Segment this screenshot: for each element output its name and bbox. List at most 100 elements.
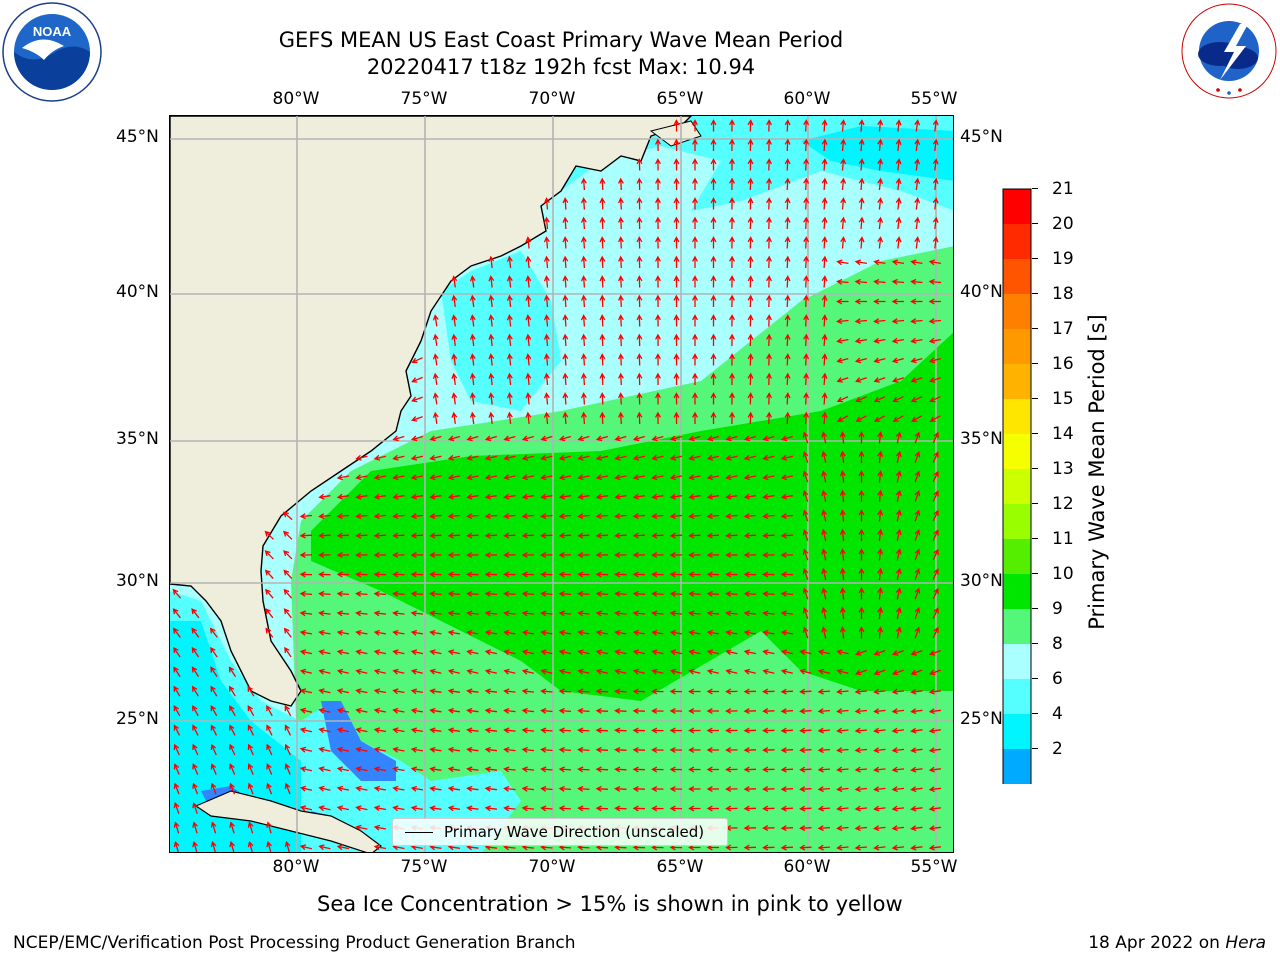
wave-arrow (747, 392, 754, 405)
wave-arrow (411, 376, 423, 383)
wave-arrow (932, 216, 939, 229)
wave-arrow (928, 786, 941, 793)
wave-arrow (932, 607, 939, 619)
wave-arrow (595, 707, 609, 714)
wave-arrow (562, 197, 569, 210)
wave-arrow (840, 216, 847, 230)
wave-arrow (632, 688, 646, 695)
wave-arrow (651, 649, 664, 656)
wave-arrow (762, 513, 775, 520)
wave-arrow (210, 782, 217, 795)
wave-arrow (895, 177, 902, 191)
wave-arrow (766, 236, 772, 249)
wave-arrow (747, 372, 754, 386)
wave-arrow (910, 727, 923, 734)
wave-arrow (595, 590, 609, 597)
wave-arrow (429, 493, 442, 500)
wave-arrow (429, 513, 442, 520)
wave-arrow (747, 411, 754, 425)
wave-arrow (858, 119, 865, 132)
wave-arrow (336, 766, 350, 773)
wave-arrow (895, 431, 902, 444)
wave-arrow (895, 119, 902, 132)
wave-arrow (540, 668, 553, 675)
wave-arrow (558, 746, 572, 753)
colorbar-segment (1003, 679, 1031, 714)
footer-credit: NCEP/EMC/Verification Post Processing Pr… (13, 933, 576, 953)
wave-arrow (669, 668, 682, 675)
wave-arrow (743, 571, 757, 578)
wave-arrow (840, 119, 847, 132)
wave-arrow (521, 746, 535, 753)
wave-arrow (447, 532, 461, 539)
wave-arrow (466, 707, 479, 714)
wave-arrow (784, 138, 791, 152)
wave-arrow (247, 743, 254, 756)
wave-arrow (929, 649, 941, 656)
wave-arrow (484, 649, 498, 656)
legend-label: Primary Wave Direction (unscaled) (444, 823, 705, 841)
wave-arrow (192, 782, 199, 795)
wave-arrow (580, 177, 587, 191)
lon-label-top: 80°W (272, 89, 320, 109)
wave-arrow (577, 571, 590, 578)
wave-arrow (521, 552, 535, 558)
wave-arrow (673, 236, 680, 249)
wave-arrow (284, 646, 292, 658)
wave-arrow (577, 785, 590, 792)
wave-arrow (355, 629, 368, 636)
wave-arrow (392, 688, 405, 695)
wave-arrow (580, 333, 587, 347)
wave-arrow (503, 785, 516, 792)
wave-arrow (264, 530, 274, 540)
wave-arrow (336, 590, 350, 597)
wave-arrow (525, 236, 532, 249)
wave-arrow (928, 825, 941, 832)
wave-arrow (577, 454, 590, 461)
colorbar-segment (1003, 749, 1031, 784)
wave-arrow (710, 197, 717, 210)
wave-arrow (599, 216, 606, 230)
wave-arrow (284, 705, 292, 717)
wave-arrow (577, 474, 590, 481)
wave-arrow (803, 353, 810, 366)
wave-arrow (928, 766, 941, 773)
wave-arrow (595, 493, 608, 500)
wave-arrow (488, 353, 495, 366)
wave-arrow (429, 629, 442, 636)
wave-arrow (410, 454, 424, 461)
wave-arrow (802, 431, 809, 444)
wave-arrow (229, 724, 236, 736)
wave-arrow (780, 688, 794, 695)
wave-arrow (466, 532, 479, 539)
wave-arrow (503, 805, 516, 812)
wave-arrow (706, 552, 720, 558)
wave-arrow (192, 724, 199, 736)
wave-arrow (817, 844, 831, 851)
wave-arrow (858, 587, 865, 600)
wave-arrow (595, 766, 609, 773)
wave-arrow (762, 454, 775, 461)
wave-arrow (411, 396, 423, 403)
wave-arrow (673, 255, 680, 269)
wave-arrow (373, 474, 387, 481)
wave-arrow (614, 727, 627, 734)
wave-arrow (503, 493, 516, 500)
wave-arrow (466, 513, 479, 520)
wave-arrow (895, 548, 902, 561)
wave-arrow (318, 785, 331, 792)
colorbar-segment (1003, 434, 1031, 469)
wave-arrow (803, 158, 810, 171)
wave-arrow (706, 435, 719, 442)
wave-arrow (910, 259, 923, 266)
wave-arrow (595, 513, 609, 520)
wave-arrow (543, 353, 550, 366)
wave-arrow (318, 532, 331, 539)
wave-arrow (932, 490, 939, 502)
wave-arrow (803, 216, 810, 230)
wave-arrow (429, 785, 442, 792)
wave-arrow (429, 649, 442, 656)
wave-arrow (543, 197, 550, 210)
wave-arrow (873, 766, 886, 773)
wave-arrow (858, 470, 865, 483)
